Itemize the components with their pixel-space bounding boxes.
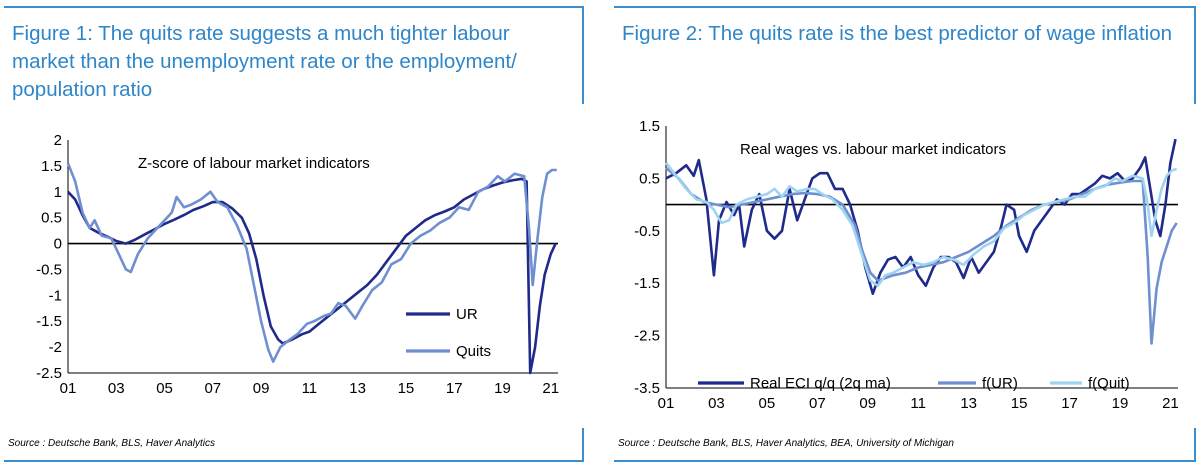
legend-label: UR (456, 306, 478, 323)
figure-2-chart: Real wages vs. labour market indicators 1… (634, 118, 1179, 410)
y-tick-label: -2.5 (634, 328, 660, 345)
x-tick-label: 17 (446, 380, 463, 397)
figure-1-title: Figure 1: The quits rate suggests a much… (12, 22, 517, 101)
figure-2-source-box: Source : Deutsche Bank, BLS, Haver Analy… (614, 428, 1196, 462)
figure-2-title: Figure 2: The quits rate is the best pre… (622, 22, 1173, 45)
figure-1-chart: Z-score of labour market indicators 2 1.5 1… (36, 132, 559, 397)
series-line-f-quit (664, 161, 1178, 288)
y-tick-label: 1.5 (41, 158, 62, 175)
y-tick-label: -3.5 (634, 380, 660, 397)
x-tick-label: 01 (60, 380, 77, 397)
figure-1-source: Source : Deutsche Bank, BLS, Haver Analy… (8, 438, 215, 449)
x-tick-label: 21 (542, 380, 559, 397)
chart-title: Real wages vs. labour market indicators (740, 141, 1006, 158)
series-line-real-eci-q-q-2q-ma (665, 138, 1177, 295)
x-tick-label: 09 (859, 395, 876, 410)
figure-1-panel: Figure 1: The quits rate suggests a much… (0, 0, 588, 470)
series-line-quits (66, 162, 557, 363)
x-tick-label: 03 (108, 380, 125, 397)
x-tick-label: 09 (253, 380, 270, 397)
x-tick-label: 01 (658, 395, 675, 410)
figure-1-title-box: Figure 1: The quits rate suggests a much… (4, 6, 584, 104)
x-tick-label: 03 (708, 395, 725, 410)
x-tick-label: 13 (960, 395, 977, 410)
x-tick-label: 17 (1061, 395, 1078, 410)
y-tick-label: -2 (49, 339, 62, 356)
x-tick-label: 13 (349, 380, 366, 397)
y-tick-label: 1.5 (639, 118, 660, 135)
chart-title: Z-score of labour market indicators (138, 155, 370, 172)
series-line-ur (67, 177, 557, 375)
y-tick-label: 2 (54, 132, 62, 149)
figure-2-title-box: Figure 2: The quits rate is the best pre… (614, 6, 1196, 104)
series-line-f-ur (665, 166, 1178, 345)
x-tick-label: 05 (156, 380, 173, 397)
y-tick-label: -2.5 (36, 365, 62, 382)
legend-label: Quits (456, 343, 491, 360)
x-tick-label: 11 (302, 380, 318, 397)
y-tick-label: 0.5 (639, 170, 660, 187)
legend-label: Real ECI q/q (2q ma) (750, 375, 891, 392)
figure-2-source: Source : Deutsche Bank, BLS, Haver Analy… (618, 438, 954, 449)
y-tick-label: 0.5 (41, 210, 62, 227)
x-tick-label: 19 (494, 380, 511, 397)
x-tick-label: 07 (204, 380, 221, 397)
y-tick-label: -1 (49, 287, 62, 304)
y-tick-label: -1.5 (634, 275, 660, 292)
x-tick-label: 21 (1162, 395, 1179, 410)
y-tick-label: -0.5 (36, 261, 62, 278)
x-tick-label: 15 (1011, 395, 1028, 410)
x-tick-label: 05 (759, 395, 776, 410)
y-tick-label: 1 (54, 184, 62, 201)
figure-1-source-box: Source : Deutsche Bank, BLS, Haver Analy… (4, 428, 584, 462)
x-tick-label: 15 (398, 380, 415, 397)
x-tick-label: 07 (809, 395, 826, 410)
legend-label: f(Quit) (1088, 375, 1130, 392)
y-tick-label: 0 (54, 236, 62, 253)
y-tick-label: -0.5 (634, 223, 660, 240)
x-tick-label: 11 (910, 395, 926, 410)
x-tick-label: 19 (1112, 395, 1129, 410)
legend-label: f(UR) (982, 375, 1018, 392)
figure-2-panel: Figure 2: The quits rate is the best pre… (610, 0, 1200, 470)
y-tick-label: -1.5 (36, 313, 62, 330)
